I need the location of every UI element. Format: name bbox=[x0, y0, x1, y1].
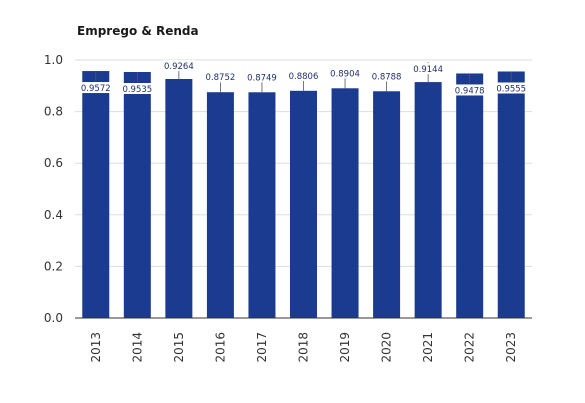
data-label-bg bbox=[329, 67, 362, 79]
data-label-group: 0.9144 bbox=[412, 62, 445, 83]
bar-2023 bbox=[497, 71, 525, 318]
data-label: 0.9478 bbox=[455, 86, 485, 96]
x-tick-label: 2019 bbox=[338, 332, 352, 363]
data-label-group: 0.8806 bbox=[287, 69, 320, 91]
data-label-bg bbox=[287, 69, 320, 81]
bar-2015 bbox=[165, 78, 193, 318]
data-label-bg bbox=[370, 70, 403, 82]
y-tick-label: 0.8 bbox=[44, 105, 63, 119]
data-label-group: 0.8752 bbox=[204, 71, 237, 93]
y-tick-label: 1.0 bbox=[44, 53, 63, 67]
y-tick-label: 0.0 bbox=[44, 311, 63, 325]
x-tick-label: 2022 bbox=[463, 332, 477, 363]
chart-title: Emprego & Renda bbox=[77, 24, 199, 38]
data-label-group: 0.9555 bbox=[495, 71, 528, 94]
y-tick-label: 0.6 bbox=[44, 156, 63, 170]
data-label: 0.9572 bbox=[81, 84, 111, 94]
y-tick-label: 0.2 bbox=[44, 259, 63, 273]
data-label-group: 0.8788 bbox=[370, 70, 403, 92]
data-label-bg bbox=[453, 84, 486, 96]
bar-2022 bbox=[456, 73, 484, 319]
x-tick-label: 2017 bbox=[255, 332, 269, 363]
data-label: 0.9555 bbox=[496, 84, 526, 94]
x-tick-label: 2023 bbox=[504, 332, 518, 363]
data-label-group: 0.8749 bbox=[245, 71, 278, 93]
data-label-bg bbox=[412, 63, 445, 75]
data-label: 0.9264 bbox=[164, 62, 194, 72]
data-label-group: 0.8904 bbox=[329, 67, 362, 89]
bars bbox=[82, 71, 525, 319]
x-tick-label: 2013 bbox=[89, 332, 103, 363]
data-label: 0.8806 bbox=[289, 72, 319, 82]
bar-2013 bbox=[82, 71, 110, 319]
data-label-bg bbox=[79, 82, 112, 94]
x-tick-label: 2015 bbox=[172, 332, 186, 363]
data-label-bg bbox=[121, 82, 154, 94]
data-label-bg bbox=[204, 71, 237, 83]
bar-2016 bbox=[206, 92, 234, 319]
data-label: 0.8904 bbox=[330, 69, 360, 79]
data-label-bg bbox=[245, 71, 278, 83]
bar-2019 bbox=[331, 88, 359, 319]
bar-2017 bbox=[248, 92, 276, 318]
x-tick-label: 2018 bbox=[297, 332, 311, 363]
bar-2018 bbox=[290, 90, 317, 318]
data-labels: 0.9572 0.9535 0.9264 0.8752 0.8749 0.8806 0.89… bbox=[79, 59, 528, 96]
data-label: 0.8752 bbox=[206, 73, 236, 83]
y-axis-ticks: 0.0 0.2 0.4 0.6 0.8 1.0 bbox=[44, 53, 63, 325]
data-label: 0.9535 bbox=[122, 85, 152, 95]
y-tick-label: 0.4 bbox=[44, 208, 63, 222]
x-axis-ticks: 2013 2014 2015 2016 2017 2018 2019 2020 2021 2022… bbox=[89, 332, 518, 363]
data-label-bg bbox=[495, 82, 528, 94]
x-tick-label: 2021 bbox=[421, 332, 435, 363]
data-label: 0.8749 bbox=[247, 73, 277, 83]
bar-2014 bbox=[123, 71, 151, 318]
data-label: 0.9144 bbox=[413, 65, 443, 75]
x-tick-label: 2016 bbox=[213, 332, 227, 363]
bar-2021 bbox=[414, 82, 442, 318]
data-label-group: 0.9535 bbox=[121, 71, 154, 95]
x-tick-label: 2020 bbox=[380, 332, 394, 363]
bar-2020 bbox=[373, 91, 401, 319]
x-tick-label: 2014 bbox=[130, 332, 144, 363]
data-label-group: 0.9264 bbox=[162, 59, 195, 79]
data-label-group: 0.9478 bbox=[453, 73, 486, 96]
data-label-group: 0.9572 bbox=[79, 71, 112, 94]
data-label-bg bbox=[162, 59, 195, 71]
data-label: 0.8788 bbox=[372, 72, 402, 82]
